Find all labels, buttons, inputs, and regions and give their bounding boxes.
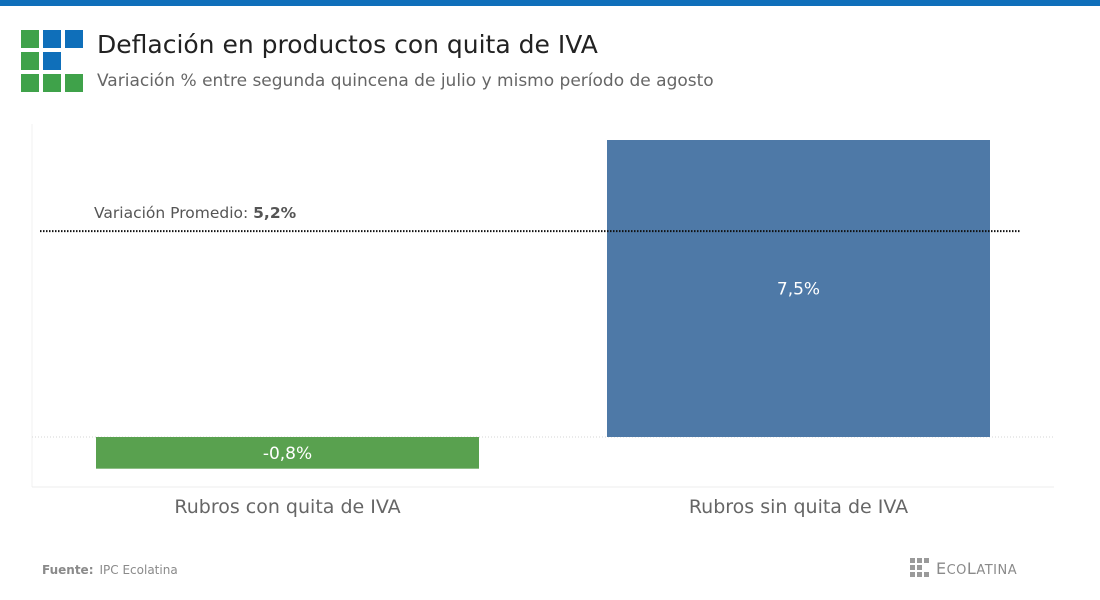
source-label: Fuente: bbox=[42, 563, 94, 577]
source-note: Fuente: IPC Ecolatina bbox=[42, 563, 178, 577]
bar-value-label: 7,5% bbox=[777, 280, 820, 300]
bar-2 bbox=[607, 140, 990, 437]
top-accent-bar bbox=[0, 0, 1100, 6]
category-label: Rubros con quita de IVA bbox=[174, 496, 400, 518]
brand-grid-icon bbox=[910, 558, 929, 577]
brand-logo: ECOLATINA bbox=[910, 558, 1017, 578]
chart-title: Deflación en productos con quita de IVA bbox=[97, 30, 598, 59]
chart-subtitle: Variación % entre segunda quincena de ju… bbox=[97, 71, 714, 91]
brand-name: ECOLATINA bbox=[936, 558, 1018, 578]
source-value: IPC Ecolatina bbox=[99, 563, 178, 577]
bar-value-label: -0,8% bbox=[263, 444, 312, 464]
bar-1 bbox=[96, 437, 479, 469]
ecolatina-grid-logo-icon bbox=[21, 30, 83, 92]
average-reference-label: Variación Promedio: 5,2% bbox=[94, 204, 297, 222]
category-label: Rubros sin quita de IVA bbox=[689, 496, 908, 518]
